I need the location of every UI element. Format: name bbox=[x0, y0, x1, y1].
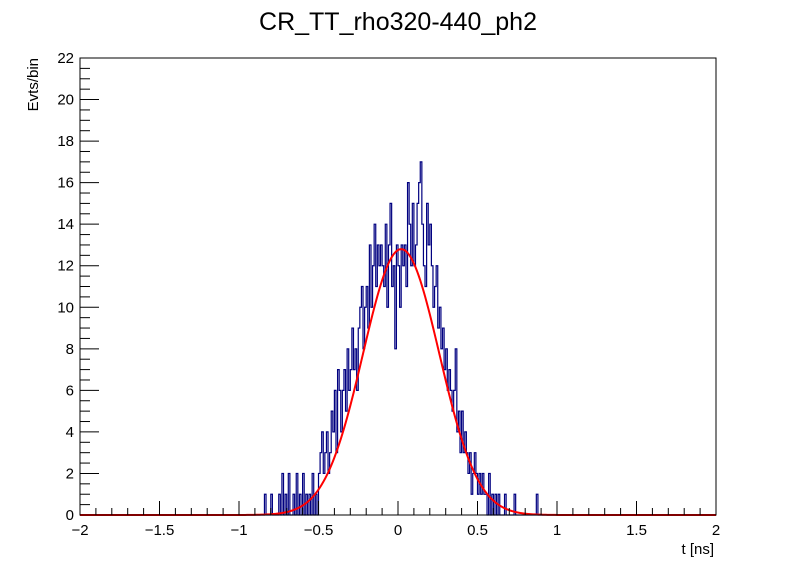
x-tick-label: −1.5 bbox=[145, 522, 175, 539]
y-tick-label: 16 bbox=[57, 175, 74, 192]
y-tick-label: 6 bbox=[66, 382, 74, 399]
x-tick-label: −2 bbox=[71, 522, 88, 539]
x-tick-label: 1.5 bbox=[626, 522, 647, 539]
y-tick-label: 8 bbox=[66, 341, 74, 358]
x-axis-title: t [ns] bbox=[681, 541, 714, 558]
x-tick-label: 2 bbox=[712, 522, 720, 539]
x-tick-label: −1 bbox=[230, 522, 247, 539]
x-tick-label: 0 bbox=[394, 522, 402, 539]
y-axis: 0 2 4 6 8 10 12 14 16 18 20 22 bbox=[57, 50, 99, 524]
y-tick-label: 18 bbox=[57, 133, 74, 150]
y-tick-label: 14 bbox=[57, 216, 74, 233]
y-tick-label: 12 bbox=[57, 258, 74, 275]
y-tick-label: 0 bbox=[66, 507, 74, 524]
y-tick-label: 4 bbox=[66, 424, 74, 441]
y-tick-label: 2 bbox=[66, 465, 74, 482]
y-tick-label: 22 bbox=[57, 50, 74, 67]
x-axis: −2 −1.5 −1 −0.5 0 0.5 1 1.5 2 bbox=[71, 501, 720, 539]
x-tick-label: 0.5 bbox=[467, 522, 488, 539]
x-tick-label: −0.5 bbox=[304, 522, 334, 539]
x-tick-label: 1 bbox=[553, 522, 561, 539]
y-axis-title: Evts/bin bbox=[25, 58, 42, 111]
y-tick-label: 20 bbox=[57, 92, 74, 109]
chart-title: CR_TT_rho320-440_ph2 bbox=[259, 8, 537, 36]
y-tick-label: 10 bbox=[57, 299, 74, 316]
